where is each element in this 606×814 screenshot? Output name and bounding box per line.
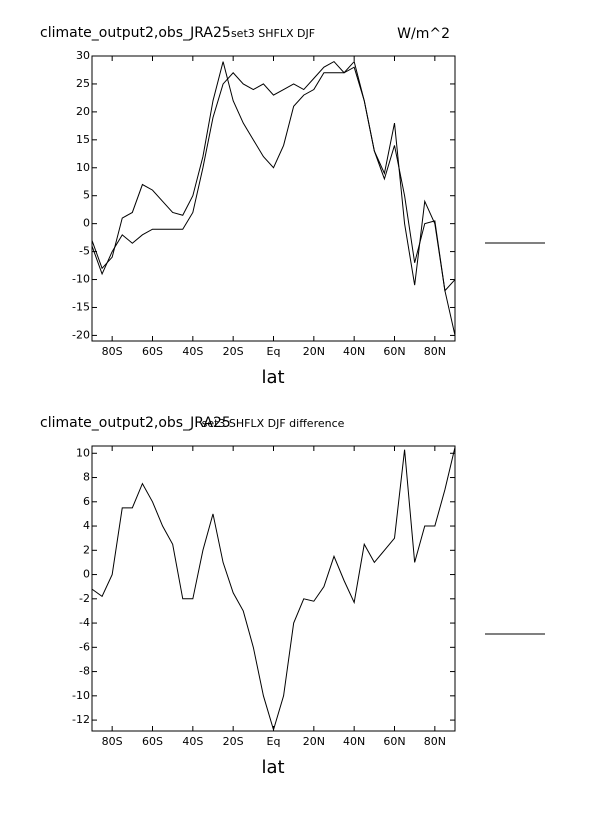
chart-title: climate_output2,obs_JRA25: [40, 25, 231, 41]
x-tick-label: 80N: [424, 735, 446, 748]
y-tick-label: -10: [72, 273, 90, 286]
x-tick-label: 60N: [383, 735, 405, 748]
y-tick-label: 10: [76, 446, 90, 459]
y-tick-label: -20: [72, 328, 90, 341]
y-tick-label: 0: [83, 568, 90, 581]
y-tick-label: -12: [72, 713, 90, 726]
x-tick-label: 40S: [182, 345, 203, 358]
y-tick-label: -4: [79, 616, 90, 629]
chart-subtitle: set3 SHFLX DJF difference: [202, 417, 345, 430]
y-tick-label: 5: [83, 189, 90, 202]
x-tick-label: 20S: [223, 345, 244, 358]
x-tick-label: Eq: [267, 345, 281, 358]
y-tick-label: 2: [83, 543, 90, 556]
x-tick-label: 40S: [182, 735, 203, 748]
y-tick-label: -6: [79, 640, 90, 653]
x-tick-label: 20S: [223, 735, 244, 748]
plot-frame: [91, 55, 456, 342]
x-tick-label: 80S: [102, 345, 123, 358]
x-tick-label: 60N: [383, 345, 405, 358]
chart-subtitle: set3 SHFLX DJF: [231, 27, 315, 40]
y-tick-label: 30: [76, 49, 90, 62]
units: W/m^2: [397, 26, 450, 42]
chart-title: climate_output2,obs_JRA25: [40, 415, 231, 431]
y-tick-label: 0: [83, 217, 90, 230]
y-tick-label: 15: [76, 133, 90, 146]
x-tick-label: Eq: [267, 735, 281, 748]
data-line: [91, 61, 456, 336]
y-tick-label: -10: [72, 689, 90, 702]
x-tick-label: 40N: [343, 735, 365, 748]
y-tick-label: -8: [79, 665, 90, 678]
x-tick-label: 20N: [303, 735, 325, 748]
y-tick-label: -15: [72, 300, 90, 313]
x-tick-label: 80S: [102, 735, 123, 748]
data-line: [91, 447, 456, 732]
y-tick-label: -5: [79, 245, 90, 258]
x-axis-label: lat: [261, 367, 284, 388]
y-tick-label: 4: [83, 519, 90, 532]
x-tick-label: 80N: [424, 345, 446, 358]
x-axis-label: lat: [261, 757, 284, 778]
y-tick-label: 25: [76, 77, 90, 90]
y-tick-label: -2: [79, 592, 90, 605]
x-tick-label: 40N: [343, 345, 365, 358]
y-tick-label: 20: [76, 105, 90, 118]
data-line: [91, 60, 456, 292]
y-tick-label: 10: [76, 161, 90, 174]
y-tick-label: 8: [83, 471, 90, 484]
x-tick-label: 60S: [142, 735, 163, 748]
x-tick-label: 60S: [142, 345, 163, 358]
y-tick-label: 6: [83, 495, 90, 508]
x-tick-label: 20N: [303, 345, 325, 358]
